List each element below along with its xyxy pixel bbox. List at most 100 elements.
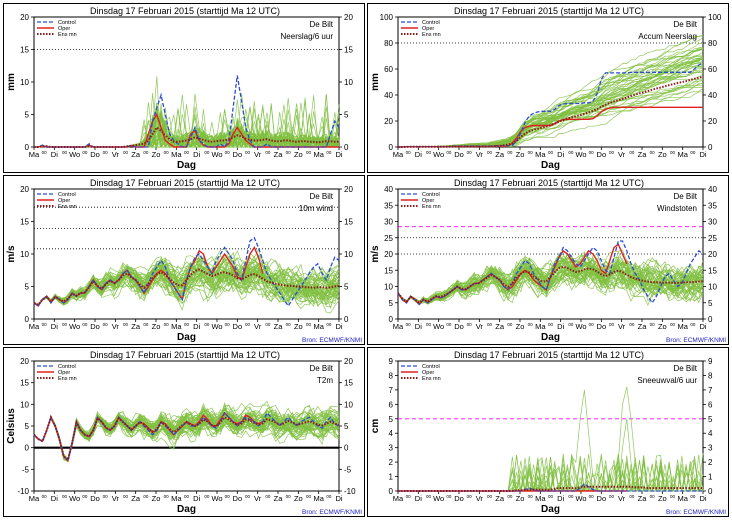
x-tick-label: Wo	[433, 322, 444, 331]
x-tick-label: Wo	[69, 150, 80, 159]
x-hour-label: 00	[164, 150, 170, 155]
x-tick-label: Ma	[393, 494, 404, 503]
y-tick-label-right: 5	[344, 283, 349, 292]
x-tick-label: Ma	[29, 150, 40, 159]
legend-label: Control	[58, 192, 76, 198]
x-tick-label: Wo	[433, 150, 444, 159]
ensemble-member-line	[398, 386, 703, 492]
x-tick-label: Ma	[313, 150, 324, 159]
x-tick-label: Do	[90, 494, 100, 503]
x-tick-label: Di	[415, 150, 422, 159]
x-tick-label: Di	[51, 150, 58, 159]
y-tick-label: 40	[384, 91, 393, 100]
legend-label: Control	[58, 20, 76, 26]
legend-label: Oper	[422, 198, 434, 204]
legend-label: Control	[422, 364, 440, 370]
x-hour-label: 00	[204, 494, 210, 499]
x-tick-label: Za	[638, 494, 648, 503]
x-hour-label: 00	[589, 150, 595, 155]
x-hour-label: 00	[82, 150, 88, 155]
x-tick-label: Do	[597, 150, 607, 159]
y-tick-label: 15	[384, 266, 393, 275]
x-tick-label: Di	[193, 494, 200, 503]
x-tick-label: Di	[415, 494, 422, 503]
y-tick-label-right: -10	[344, 487, 356, 496]
plot-area	[397, 16, 704, 148]
chart-panel-2: Dinsdag 17 Februari 2015 (starttijd Ma 1…	[367, 3, 729, 173]
x-tick-label: Di	[51, 322, 58, 331]
x-hour-label: 00	[446, 150, 452, 155]
x-tick-label: Do	[454, 494, 464, 503]
x-tick-label: Zo	[152, 494, 161, 503]
y-tick-label: 10	[384, 283, 393, 292]
x-tick-label: Di	[557, 322, 564, 331]
x-axis-label: Dag	[177, 504, 196, 515]
x-tick-label: Wo	[433, 494, 444, 503]
x-tick-label: Wo	[575, 322, 586, 331]
x-hour-label: 00	[306, 494, 312, 499]
y-tick-label: 7	[389, 386, 394, 395]
y-tick-label-right: 35	[708, 201, 717, 210]
y-tick-label-right: 15	[344, 379, 353, 388]
legend-label: Oper	[422, 26, 434, 32]
y-tick-label-right: 5	[344, 422, 349, 431]
x-tick-label: Ma	[677, 150, 688, 159]
chart-panel-3: Dinsdag 17 Februari 2015 (starttijd Ma 1…	[3, 175, 365, 345]
x-hour-label: 00	[42, 150, 48, 155]
x-tick-label: Di	[51, 494, 58, 503]
x-hour-label: 00	[446, 322, 452, 327]
chart-title: Dinsdag 17 Februari 2015 (starttijd Ma 1…	[90, 178, 280, 188]
y-tick-label: 5	[389, 415, 394, 424]
station-label: De Bilt	[309, 364, 333, 373]
x-hour-label: 00	[82, 494, 88, 499]
legend-label: Control	[422, 20, 440, 26]
x-tick-label: Zo	[516, 322, 525, 331]
y-tick-label-right: 0	[708, 143, 713, 152]
y-tick-label: 10	[20, 78, 29, 87]
x-hour-label: 00	[589, 322, 595, 327]
x-tick-label: Di	[335, 322, 342, 331]
x-hour-label: 00	[467, 322, 473, 327]
y-tick-label-right: 10	[344, 400, 353, 409]
x-hour-label: 00	[548, 322, 554, 327]
x-hour-label: 00	[528, 322, 534, 327]
legend-label: Ens mn	[422, 376, 441, 382]
x-hour-label: 00	[609, 150, 615, 155]
y-tick-label: 20	[20, 357, 29, 366]
series-line-control	[398, 482, 703, 492]
y-tick-label: 35	[384, 201, 393, 210]
x-tick-label: Ma	[393, 150, 404, 159]
x-tick-label: Do	[90, 322, 100, 331]
y-tick-label-right: 9	[708, 357, 713, 366]
x-tick-label: Zo	[294, 494, 303, 503]
x-hour-label: 00	[62, 322, 68, 327]
x-tick-label: Zo	[152, 150, 161, 159]
ensemble-member-line	[397, 255, 704, 305]
y-tick-label-right: 1	[708, 473, 713, 482]
x-hour-label: 00	[690, 494, 696, 499]
station-label: De Bilt	[673, 364, 697, 373]
ensemble-member-line	[33, 261, 340, 306]
x-hour-label: 00	[143, 322, 149, 327]
x-tick-label: Za	[495, 322, 505, 331]
x-hour-label: 00	[609, 322, 615, 327]
x-tick-label: Di	[699, 322, 706, 331]
x-hour-label: 00	[225, 322, 231, 327]
x-tick-label: Vr	[254, 322, 262, 331]
x-tick-label: Di	[335, 150, 342, 159]
x-tick-label: Vr	[112, 494, 120, 503]
x-hour-label: 00	[326, 150, 332, 155]
x-tick-label: Vr	[476, 150, 484, 159]
y-tick-label: 15	[20, 379, 29, 388]
ensemble-member-line	[33, 262, 340, 306]
x-tick-label: Vr	[618, 494, 626, 503]
ensemble-member-line	[397, 260, 704, 305]
x-hour-label: 00	[103, 322, 109, 327]
x-tick-label: Zo	[516, 150, 525, 159]
x-tick-label: Di	[557, 494, 564, 503]
y-tick-label-right: 5	[344, 111, 349, 120]
x-tick-label: Wo	[69, 322, 80, 331]
x-tick-label: Wo	[211, 494, 222, 503]
